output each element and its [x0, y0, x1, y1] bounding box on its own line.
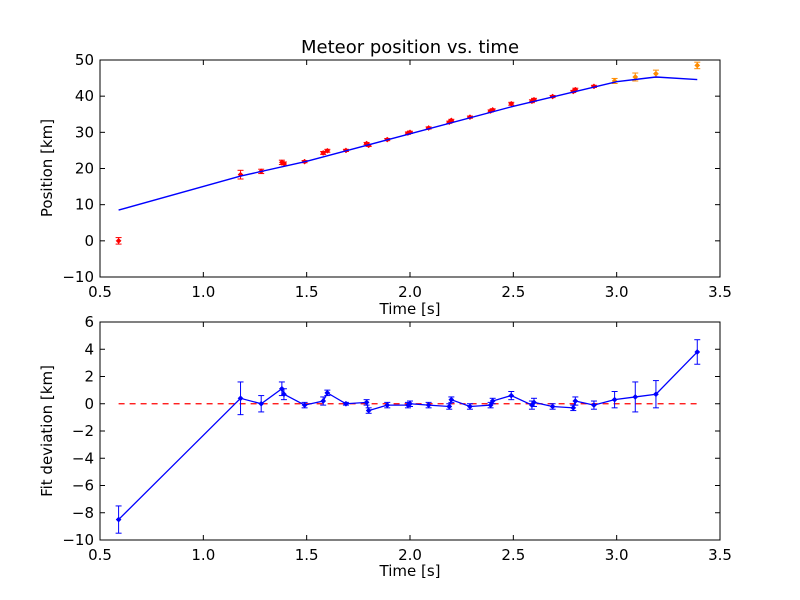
- deviation-point: [425, 402, 432, 409]
- deviation-point: [365, 407, 372, 414]
- deviation-y-tick-label: −6: [72, 477, 94, 495]
- deviation-point: [324, 389, 331, 396]
- deviation-point: [531, 399, 537, 406]
- position-y-tick-label: −10: [62, 268, 94, 286]
- position-y-axis-label: Position [km]: [38, 119, 56, 217]
- deviation-point: [237, 395, 244, 402]
- deviation-point: [115, 516, 122, 523]
- deviation-point: [652, 391, 659, 398]
- deviation-point: [590, 402, 597, 409]
- position-late-point: [611, 78, 618, 84]
- position-fit-line: [118, 76, 698, 211]
- deviation-point: [570, 404, 577, 411]
- deviation-x-tick-label: 1.0: [191, 546, 215, 564]
- position-panel: Meteor position vs. time Time [s] Positi…: [38, 37, 732, 318]
- deviation-y-tick-label: −2: [72, 422, 94, 440]
- position-x-tick-label: 3.0: [605, 283, 629, 301]
- deviation-point: [384, 402, 391, 409]
- deviation-x-tick-label: 3.5: [708, 546, 732, 564]
- deviation-x-tick-label: 0.5: [88, 546, 112, 564]
- position-late-series: [611, 61, 701, 85]
- deviation-x-tick-label: 2.0: [398, 546, 422, 564]
- deviation-point: [549, 403, 556, 410]
- deviation-point: [301, 402, 308, 409]
- deviation-y-tick-label: 2: [84, 368, 94, 386]
- deviation-point: [489, 398, 496, 404]
- deviation-point: [280, 391, 287, 398]
- deviation-point: [446, 403, 453, 410]
- position-y-tick-label: 0: [84, 232, 94, 250]
- deviation-point: [407, 400, 413, 407]
- position-y-tick-label: 50: [75, 51, 94, 69]
- position-measured-point: [115, 237, 122, 244]
- position-x-tick-label: 2.5: [501, 283, 525, 301]
- position-x-tick-label: 2.0: [398, 283, 422, 301]
- deviation-point: [320, 398, 327, 404]
- position-chart-title: Meteor position vs. time: [301, 37, 519, 58]
- position-y-tick-label: 20: [75, 160, 94, 178]
- deviation-y-tick-label: 0: [84, 395, 94, 413]
- deviation-panel: Time [s] Fit deviation [km] 0.5 1.0 1.5 2.0…: [38, 313, 732, 580]
- deviation-point: [632, 393, 639, 400]
- position-x-tick-label: 0.5: [88, 283, 112, 301]
- deviation-point: [278, 385, 285, 392]
- deviation-y-tick-label: −4: [72, 449, 94, 467]
- deviation-point: [363, 399, 370, 406]
- deviation-x-tick-label: 3.0: [605, 546, 629, 564]
- deviation-point: [342, 400, 349, 407]
- deviation-point: [258, 400, 265, 407]
- position-y-tick-label: 30: [75, 123, 94, 141]
- deviation-point: [487, 402, 494, 409]
- deviation-y-axis-label: Fit deviation [km]: [38, 365, 56, 497]
- deviation-y-tick-label: 6: [84, 313, 94, 331]
- deviation-point: [508, 392, 515, 399]
- deviation-x-tick-label: 1.5: [295, 546, 319, 564]
- deviation-y-tick-label: −8: [72, 504, 94, 522]
- deviation-point: [694, 349, 701, 355]
- deviation-y-tick-label: −10: [62, 531, 94, 549]
- position-x-tick-label: 1.0: [191, 283, 215, 301]
- deviation-point: [448, 396, 455, 403]
- deviation-x-tick-label: 2.5: [501, 546, 525, 564]
- deviation-point: [572, 398, 579, 404]
- position-x-axis-label: Time [s]: [379, 300, 441, 318]
- position-x-tick-label: 3.5: [708, 283, 732, 301]
- position-measured-point: [324, 147, 331, 154]
- position-late-point: [694, 62, 701, 69]
- deviation-point: [611, 396, 618, 403]
- deviation-series: [115, 339, 701, 534]
- position-y-tick-label: 40: [75, 87, 94, 105]
- position-x-tick-label: 1.5: [295, 283, 319, 301]
- deviation-y-tick-label: 4: [84, 340, 94, 358]
- deviation-x-axis-label: Time [s]: [379, 562, 441, 580]
- position-y-tick-label: 10: [75, 196, 94, 214]
- deviation-point: [466, 403, 473, 410]
